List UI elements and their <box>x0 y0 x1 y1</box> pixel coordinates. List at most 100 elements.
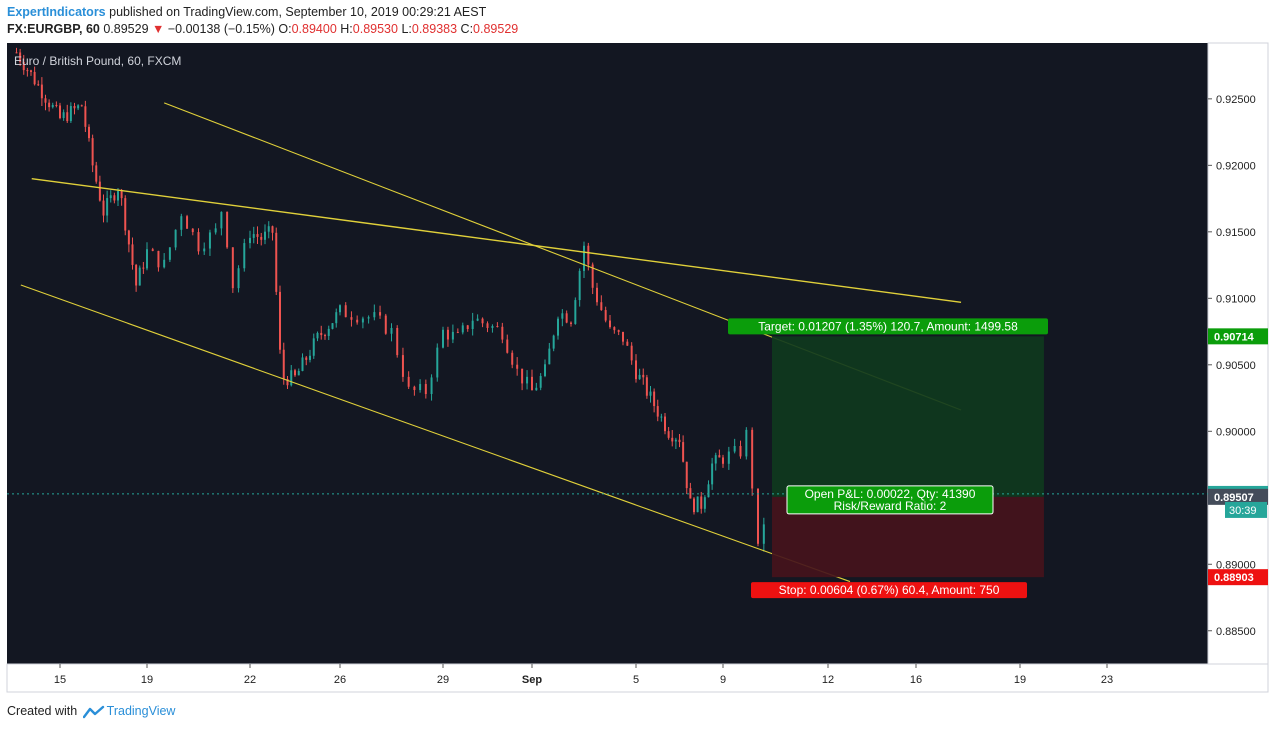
candle <box>496 322 499 328</box>
ohlc-high-label: H: <box>340 22 353 36</box>
candle-body <box>127 230 130 245</box>
price-tick-label: 0.90500 <box>1216 360 1256 372</box>
candle-body <box>361 318 364 323</box>
candle <box>252 226 255 244</box>
candle <box>678 433 681 448</box>
price-tick-label: 0.92500 <box>1216 94 1256 106</box>
time-tick-label: 19 <box>1014 674 1026 686</box>
time-tick-label: 9 <box>720 674 726 686</box>
candle-body <box>186 216 189 229</box>
candle <box>117 187 119 206</box>
candle-body <box>191 228 194 233</box>
time-tick-label: 15 <box>54 674 66 686</box>
candle <box>609 315 611 329</box>
candle <box>622 331 624 346</box>
author-link[interactable]: ExpertIndicators <box>7 5 106 19</box>
candle-body <box>367 317 370 319</box>
candle <box>208 229 211 256</box>
candle-body <box>638 374 641 380</box>
candle-body <box>700 496 703 509</box>
candle-body <box>413 386 416 391</box>
candle <box>486 321 489 333</box>
candle <box>157 250 160 272</box>
candle-body <box>19 52 22 62</box>
candle <box>539 373 542 391</box>
candle-body <box>174 229 177 248</box>
candle-body <box>609 320 611 328</box>
candle <box>55 101 58 108</box>
candle <box>471 312 474 336</box>
candle <box>33 66 36 86</box>
candle-body <box>286 378 289 386</box>
candle <box>279 285 281 354</box>
candle-body <box>583 245 585 271</box>
candle <box>249 230 251 249</box>
candle-body <box>214 228 217 233</box>
candle-body <box>664 416 666 432</box>
candle-body <box>461 325 464 333</box>
candle-body <box>356 319 359 323</box>
candle <box>124 195 127 236</box>
candle <box>751 427 754 496</box>
candle <box>630 342 633 365</box>
candle-body <box>131 244 134 265</box>
ohlc-low-label: L: <box>401 22 412 36</box>
candle <box>305 356 308 366</box>
candle <box>40 77 43 107</box>
candle <box>578 268 581 307</box>
candle-body <box>390 327 393 334</box>
candle-body <box>48 102 51 108</box>
ohlc-open-label: O: <box>278 22 292 36</box>
candle <box>745 427 748 460</box>
candle <box>271 225 274 241</box>
candle-body <box>466 325 469 329</box>
candle-body <box>88 126 90 139</box>
candle <box>689 482 692 499</box>
candle <box>481 317 484 328</box>
candle <box>642 368 645 385</box>
candle-body <box>117 191 119 201</box>
candle-body <box>396 327 399 356</box>
price-tick-label: 0.88500 <box>1216 626 1256 638</box>
candle-body <box>373 312 376 318</box>
candle-body <box>157 250 160 268</box>
candle-body <box>570 322 572 324</box>
candle-body <box>344 305 347 318</box>
candle-body <box>51 104 54 108</box>
candle-body <box>476 318 479 321</box>
open-pl-label-text: Open P&L: 0.00022, Qty: 41390 <box>805 487 976 501</box>
candle-body <box>667 431 670 438</box>
candle <box>476 314 479 322</box>
candle <box>446 326 449 347</box>
candle <box>237 265 240 293</box>
tradingview-brand-link[interactable]: TradingView <box>106 704 176 718</box>
candle-body <box>685 461 688 489</box>
candle-body <box>279 291 281 350</box>
candle-body <box>102 200 105 216</box>
candle-body <box>77 105 80 109</box>
candle <box>466 324 469 332</box>
candle <box>557 316 559 340</box>
candle <box>456 328 459 334</box>
ohlc-close-value: 0.89529 <box>473 22 519 36</box>
candle <box>15 47 18 54</box>
candle-body <box>237 268 240 289</box>
candle-body <box>660 416 663 418</box>
candle-body <box>591 264 594 288</box>
candle-body <box>693 498 695 513</box>
candle <box>66 104 69 123</box>
candle-body <box>430 377 433 395</box>
candle <box>700 491 703 514</box>
candle-body <box>578 270 581 301</box>
plot-layer <box>7 47 1208 583</box>
candle-body <box>424 384 427 395</box>
candle-body <box>600 302 603 311</box>
candle-body <box>146 249 148 269</box>
candle-body <box>401 355 404 377</box>
candle <box>552 334 555 352</box>
ohlc-open-value: 0.89400 <box>291 22 337 36</box>
candle-body <box>727 451 730 464</box>
candle <box>44 94 47 111</box>
candle <box>718 449 721 458</box>
